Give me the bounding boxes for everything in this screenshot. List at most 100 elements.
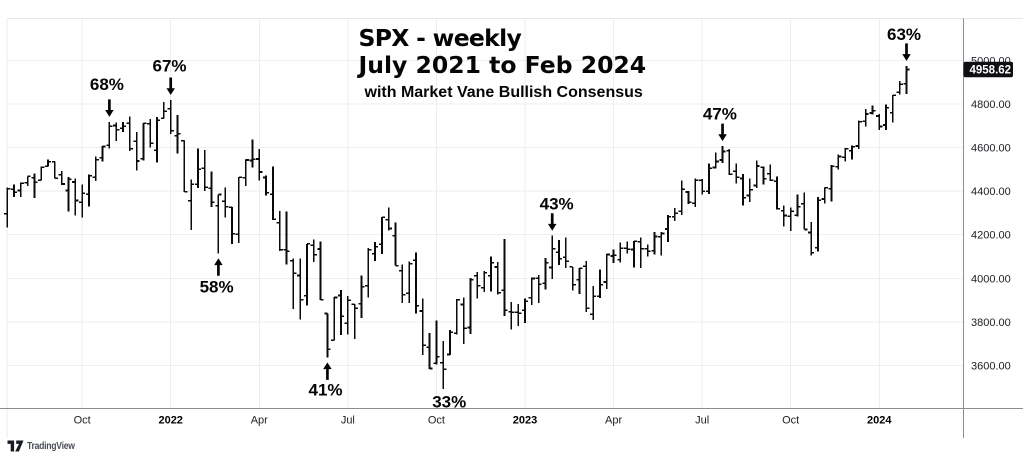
ohlc-bar bbox=[862, 108, 869, 127]
ohlc-bar bbox=[433, 320, 440, 365]
tradingview-attribution[interactable]: TradingView bbox=[7, 438, 82, 454]
ohlc-bar bbox=[603, 253, 610, 289]
ohlc-bar bbox=[555, 239, 563, 266]
ohlc-bar bbox=[99, 145, 106, 162]
ohlc-bar bbox=[215, 193, 222, 254]
ohlc-bar bbox=[780, 205, 787, 227]
ohlc-bar bbox=[297, 258, 304, 320]
ohlc-bar bbox=[181, 139, 188, 193]
consensus-annotation: 58% bbox=[200, 258, 234, 296]
ohlc-bar bbox=[773, 176, 781, 210]
price-scale-label: 3800.00 bbox=[971, 317, 1011, 329]
ohlc-bar bbox=[317, 241, 324, 301]
ohlc-bar bbox=[494, 261, 501, 295]
ohlc-bar bbox=[24, 175, 31, 186]
ohlc-bar bbox=[222, 187, 229, 218]
ohlc-bar bbox=[31, 173, 38, 199]
ohlc-bar bbox=[501, 239, 508, 316]
ohlc-bar bbox=[385, 207, 392, 231]
ohlc-bar bbox=[276, 211, 283, 252]
consensus-label: 41% bbox=[308, 380, 342, 399]
consensus-label: 58% bbox=[200, 277, 234, 296]
tradingview-brand-text: TradingView bbox=[27, 440, 75, 452]
ohlc-bar bbox=[508, 302, 515, 330]
ohlc-bar bbox=[10, 184, 18, 198]
ohlc-bar bbox=[562, 237, 569, 268]
ohlc-bar bbox=[140, 122, 147, 161]
ohlc-bar bbox=[290, 258, 297, 310]
time-scale-label: Oct bbox=[74, 415, 91, 427]
down-arrow-icon bbox=[718, 123, 727, 142]
ohlc-bar bbox=[303, 243, 311, 306]
ohlc-bar bbox=[331, 296, 338, 342]
ohlc-bar bbox=[610, 249, 617, 264]
time-scale-label: 2022 bbox=[158, 415, 182, 427]
price-bars bbox=[4, 65, 910, 389]
consensus-annotation: 41% bbox=[308, 362, 343, 399]
down-arrow-icon bbox=[547, 213, 557, 231]
ohlc-bar bbox=[474, 272, 481, 299]
ohlc-bar bbox=[249, 139, 256, 168]
ohlc-bar bbox=[4, 187, 11, 228]
last-price-tag-box bbox=[963, 61, 1013, 78]
consensus-annotation: 33% bbox=[432, 392, 466, 411]
ohlc-bar bbox=[882, 104, 890, 130]
ohlc-bar bbox=[371, 241, 379, 261]
ohlc-bar bbox=[126, 116, 133, 151]
ohlc-bar bbox=[746, 178, 753, 203]
ohlc-bar bbox=[92, 156, 99, 181]
ohlc-bar bbox=[726, 148, 733, 175]
ohlc-bar bbox=[855, 120, 862, 150]
time-scale-label: Jul bbox=[695, 415, 709, 427]
ohlc-bar bbox=[678, 180, 685, 216]
ohlc-bar bbox=[733, 163, 740, 184]
ohlc-bar bbox=[460, 297, 467, 345]
price-scale-label: 4800.00 bbox=[971, 99, 1011, 111]
last-price-tag-text: 4958.62 bbox=[970, 65, 1012, 77]
ohlc-bar bbox=[440, 340, 447, 389]
ohlc-bar bbox=[378, 216, 386, 254]
ohlc-bar bbox=[753, 160, 760, 189]
time-scale-label: Oct bbox=[782, 415, 799, 427]
ohlc-bar bbox=[685, 191, 692, 204]
ohlc-bar bbox=[446, 329, 454, 356]
ohlc-bar bbox=[569, 266, 576, 291]
price-scale-label: 4600.00 bbox=[971, 143, 1011, 155]
ohlc-bar bbox=[651, 231, 658, 255]
time-scale-label: Apr bbox=[251, 415, 268, 427]
ohlc-bar bbox=[705, 163, 713, 195]
ohlc-bar bbox=[119, 121, 127, 132]
ohlc-bar bbox=[821, 187, 828, 204]
ohlc-bar bbox=[283, 211, 290, 265]
ohlc-bar bbox=[842, 147, 849, 162]
ohlc-bar bbox=[767, 164, 774, 182]
ohlc-bar bbox=[549, 235, 556, 280]
price-scale-label: 4200.00 bbox=[971, 230, 1011, 242]
ohlc-bar bbox=[528, 277, 535, 306]
time-scale-label: Apr bbox=[605, 415, 622, 427]
ohlc-bar bbox=[153, 116, 161, 163]
time-scale-label: 2024 bbox=[867, 415, 892, 427]
ohlc-bar bbox=[412, 252, 420, 314]
last-price-tag: 4958.62 bbox=[963, 61, 1013, 78]
up-arrow-icon bbox=[214, 258, 223, 276]
down-arrow-icon bbox=[902, 43, 911, 61]
ohlc-bar bbox=[426, 332, 433, 370]
ohlc-bar bbox=[739, 173, 747, 206]
ohlc-bar bbox=[358, 275, 365, 318]
ohlc-bar bbox=[481, 270, 488, 292]
ohlc-bar bbox=[671, 208, 678, 221]
ohlc-bar bbox=[590, 285, 597, 320]
ohlc-bar bbox=[44, 159, 52, 168]
ohlc-bar bbox=[903, 65, 910, 95]
ohlc-bar bbox=[106, 121, 113, 149]
ohlc-bar bbox=[658, 231, 665, 256]
ohlc-bar bbox=[188, 179, 195, 230]
consensus-annotation: 63% bbox=[887, 25, 921, 61]
ohlc-bar bbox=[133, 131, 140, 171]
ohlc-bar bbox=[644, 244, 651, 257]
ohlc-bar bbox=[535, 274, 542, 304]
ohlc-bar bbox=[365, 247, 372, 298]
ohlc-bar bbox=[310, 239, 317, 263]
